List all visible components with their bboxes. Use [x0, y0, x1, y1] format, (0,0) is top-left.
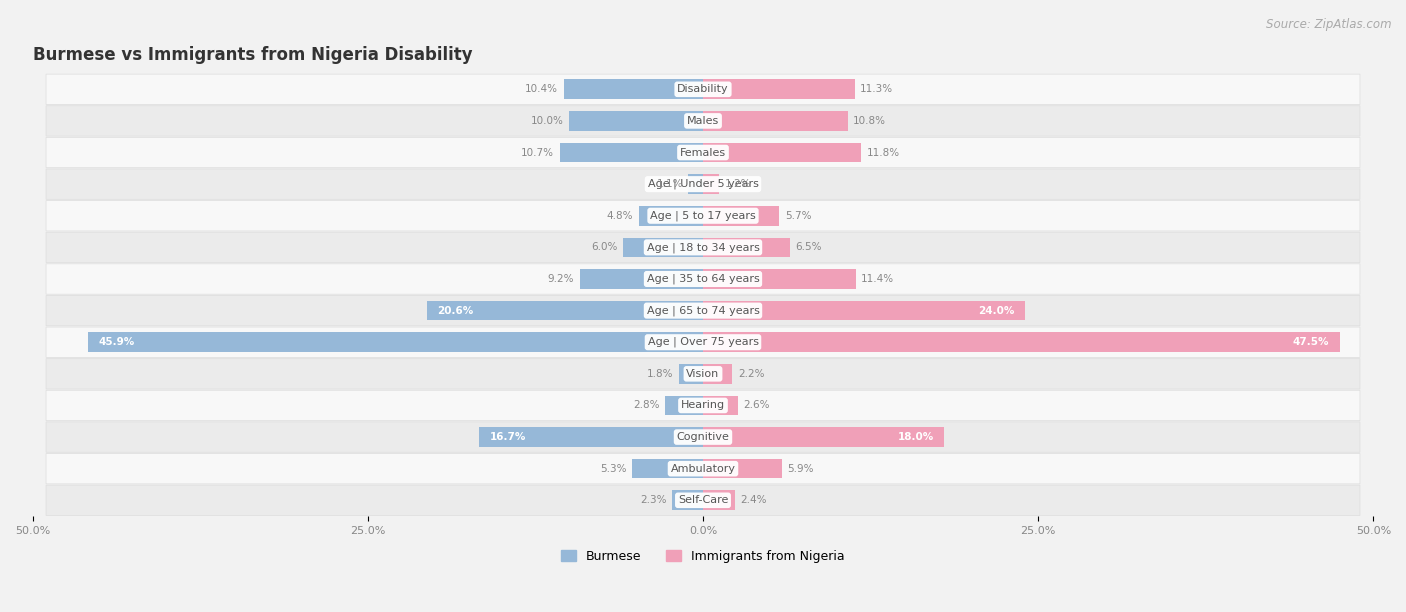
- Text: 6.5%: 6.5%: [796, 242, 823, 252]
- Bar: [623, 237, 703, 257]
- FancyBboxPatch shape: [46, 106, 1360, 136]
- Text: 10.7%: 10.7%: [522, 147, 554, 157]
- Text: 4.8%: 4.8%: [607, 211, 633, 221]
- Text: Females: Females: [681, 147, 725, 157]
- Text: 5.7%: 5.7%: [785, 211, 811, 221]
- Text: 18.0%: 18.0%: [897, 432, 934, 442]
- Text: 6.0%: 6.0%: [591, 242, 617, 252]
- Bar: [703, 237, 790, 257]
- Bar: [579, 269, 703, 289]
- FancyBboxPatch shape: [46, 137, 1360, 168]
- FancyBboxPatch shape: [46, 169, 1360, 200]
- Text: 5.9%: 5.9%: [787, 464, 814, 474]
- Text: 16.7%: 16.7%: [489, 432, 526, 442]
- Text: 11.3%: 11.3%: [860, 84, 893, 94]
- Bar: [427, 301, 703, 321]
- Text: Source: ZipAtlas.com: Source: ZipAtlas.com: [1267, 18, 1392, 31]
- Text: Cognitive: Cognitive: [676, 432, 730, 442]
- Text: Age | 18 to 34 years: Age | 18 to 34 years: [647, 242, 759, 253]
- Bar: [564, 80, 703, 99]
- FancyBboxPatch shape: [46, 422, 1360, 452]
- Bar: [703, 459, 782, 479]
- Text: Age | Under 5 years: Age | Under 5 years: [648, 179, 758, 189]
- Text: 11.8%: 11.8%: [866, 147, 900, 157]
- Bar: [479, 427, 703, 447]
- Bar: [703, 490, 735, 510]
- Text: 20.6%: 20.6%: [437, 305, 474, 316]
- Text: 47.5%: 47.5%: [1292, 337, 1329, 347]
- Text: Age | Over 75 years: Age | Over 75 years: [648, 337, 758, 348]
- Text: Hearing: Hearing: [681, 400, 725, 411]
- Text: Age | 5 to 17 years: Age | 5 to 17 years: [650, 211, 756, 221]
- Bar: [703, 332, 1340, 352]
- Text: Vision: Vision: [686, 369, 720, 379]
- FancyBboxPatch shape: [46, 485, 1360, 515]
- Text: 1.1%: 1.1%: [657, 179, 683, 189]
- Text: 2.2%: 2.2%: [738, 369, 765, 379]
- Text: Ambulatory: Ambulatory: [671, 464, 735, 474]
- FancyBboxPatch shape: [46, 201, 1360, 231]
- Text: 45.9%: 45.9%: [98, 337, 135, 347]
- Text: 2.8%: 2.8%: [634, 400, 659, 411]
- Bar: [703, 301, 1025, 321]
- Bar: [665, 395, 703, 416]
- Bar: [703, 427, 945, 447]
- Bar: [689, 174, 703, 194]
- FancyBboxPatch shape: [46, 74, 1360, 105]
- Bar: [703, 174, 718, 194]
- Text: 1.8%: 1.8%: [647, 369, 673, 379]
- FancyBboxPatch shape: [46, 359, 1360, 389]
- Text: 5.3%: 5.3%: [600, 464, 627, 474]
- Text: Males: Males: [688, 116, 718, 126]
- Bar: [703, 395, 738, 416]
- Bar: [638, 206, 703, 226]
- Bar: [703, 80, 855, 99]
- Bar: [560, 143, 703, 162]
- Bar: [703, 143, 862, 162]
- FancyBboxPatch shape: [46, 327, 1360, 357]
- Text: 2.4%: 2.4%: [741, 495, 768, 506]
- FancyBboxPatch shape: [46, 264, 1360, 294]
- Text: 2.6%: 2.6%: [744, 400, 769, 411]
- Text: 10.0%: 10.0%: [530, 116, 564, 126]
- Text: Age | 35 to 64 years: Age | 35 to 64 years: [647, 274, 759, 284]
- FancyBboxPatch shape: [46, 390, 1360, 420]
- Text: Self-Care: Self-Care: [678, 495, 728, 506]
- FancyBboxPatch shape: [46, 296, 1360, 326]
- Text: 11.4%: 11.4%: [862, 274, 894, 284]
- Text: 24.0%: 24.0%: [977, 305, 1014, 316]
- Text: 9.2%: 9.2%: [548, 274, 574, 284]
- Bar: [569, 111, 703, 131]
- Bar: [703, 206, 779, 226]
- FancyBboxPatch shape: [46, 232, 1360, 263]
- Bar: [679, 364, 703, 384]
- Bar: [631, 459, 703, 479]
- FancyBboxPatch shape: [46, 453, 1360, 484]
- Text: 2.3%: 2.3%: [640, 495, 666, 506]
- Legend: Burmese, Immigrants from Nigeria: Burmese, Immigrants from Nigeria: [561, 550, 845, 563]
- Text: 10.8%: 10.8%: [853, 116, 886, 126]
- Bar: [87, 332, 703, 352]
- Text: Burmese vs Immigrants from Nigeria Disability: Burmese vs Immigrants from Nigeria Disab…: [32, 46, 472, 64]
- Text: Disability: Disability: [678, 84, 728, 94]
- Text: 10.4%: 10.4%: [526, 84, 558, 94]
- Text: Age | 65 to 74 years: Age | 65 to 74 years: [647, 305, 759, 316]
- Bar: [703, 269, 856, 289]
- Bar: [703, 111, 848, 131]
- Bar: [672, 490, 703, 510]
- Text: 1.2%: 1.2%: [724, 179, 751, 189]
- Bar: [703, 364, 733, 384]
